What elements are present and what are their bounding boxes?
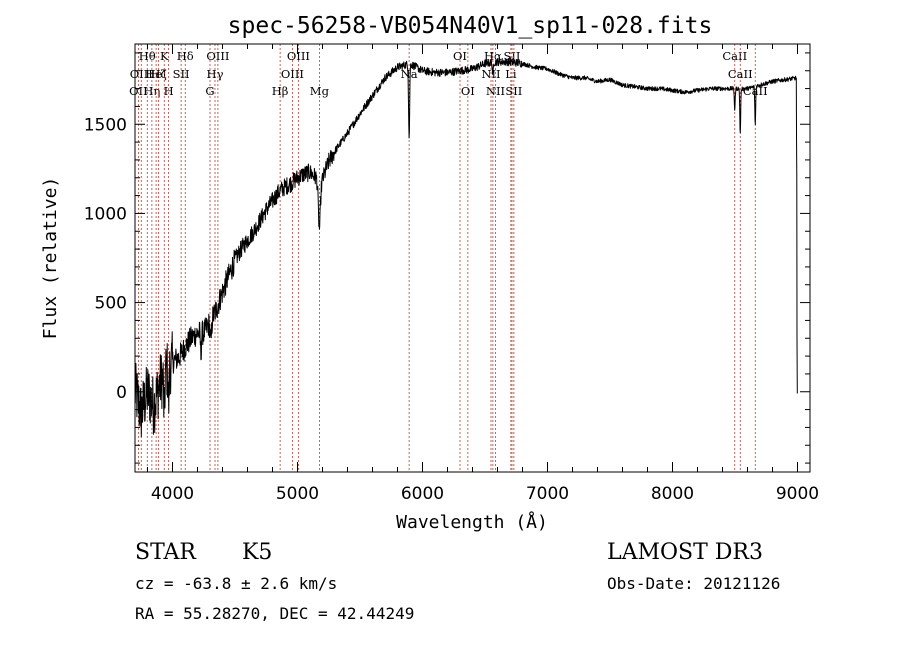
x-tick-label: 6000 [401,484,444,504]
spectral-line-label: OIII [281,67,304,81]
y-axis-label: Flux (relative) [40,177,61,340]
spectral-line-label: Hγ [207,67,224,81]
spectral-line-label: NII [481,67,500,81]
spectral-line-label: Hδ [177,49,194,63]
x-axis-label: Wavelength (Å) [396,511,548,533]
observation-date: Obs-Date: 20121126 [607,574,781,593]
spectral-line-markers: OIIOIIIHθHηHeIHζKHSIIHδGHγOIIIHβOIIIOIII… [129,44,768,472]
spectral-line-label: K [160,49,169,63]
x-tick-label: 7000 [526,484,569,504]
coordinates-info: RA = 55.28270, DEC = 42.44249 [135,604,415,623]
object-subclass: K5 [242,540,273,565]
y-tick-label: 0 [116,383,127,403]
spectral-line-label: Mg [310,84,330,98]
survey-name: LAMOST DR3 [607,540,763,565]
plot-frame [134,43,811,473]
spectral-line-label: Hη [143,84,160,98]
chart-title: spec-56258-VB054N40V1_sp11-028.fits [228,13,713,39]
y-axis-ticks: 0 500 1000 1500 [84,52,810,464]
spectral-line-label: OIII [206,49,229,63]
spectral-line-label: Na [401,67,418,81]
spectral-line-label: HeI [145,67,166,81]
spectral-line-label: Hζ [150,67,166,81]
spectral-line-label: SII [505,84,522,98]
spectral-line-label: OI [453,49,467,63]
x-tick-label: 8000 [651,484,694,504]
spectral-line-label: CaII [728,67,753,81]
spectral-line-label: OI [461,84,475,98]
spectral-line-label: Hθ [139,49,156,63]
spectral-line-label: G [205,84,214,98]
x-axis-ticks: 4000 5000 6000 7000 8000 9000 [147,44,819,504]
spectral-line-label: Li [505,67,517,81]
spectrum-line [134,57,798,438]
spectral-line-label: NII [486,84,505,98]
x-tick-label: 9000 [776,484,819,504]
redshift-info: cz = -63.8 ± 2.6 km/s [135,574,338,593]
x-tick-label: 4000 [151,484,194,504]
spectral-line-label: H [164,84,174,98]
spectral-line-label: OIII [287,49,310,63]
y-tick-label: 1000 [84,204,127,224]
spectral-line-label: Hβ [272,84,289,98]
spectral-line-label: OII [129,84,148,98]
object-class: STAR [135,540,196,565]
y-tick-label: 500 [95,294,127,314]
spectral-line-label: SII [173,67,190,81]
x-tick-label: 5000 [276,484,319,504]
y-tick-label: 1500 [84,115,127,135]
spectral-line-label: CaII [722,49,747,63]
spectral-line-label: CaII [743,84,768,98]
